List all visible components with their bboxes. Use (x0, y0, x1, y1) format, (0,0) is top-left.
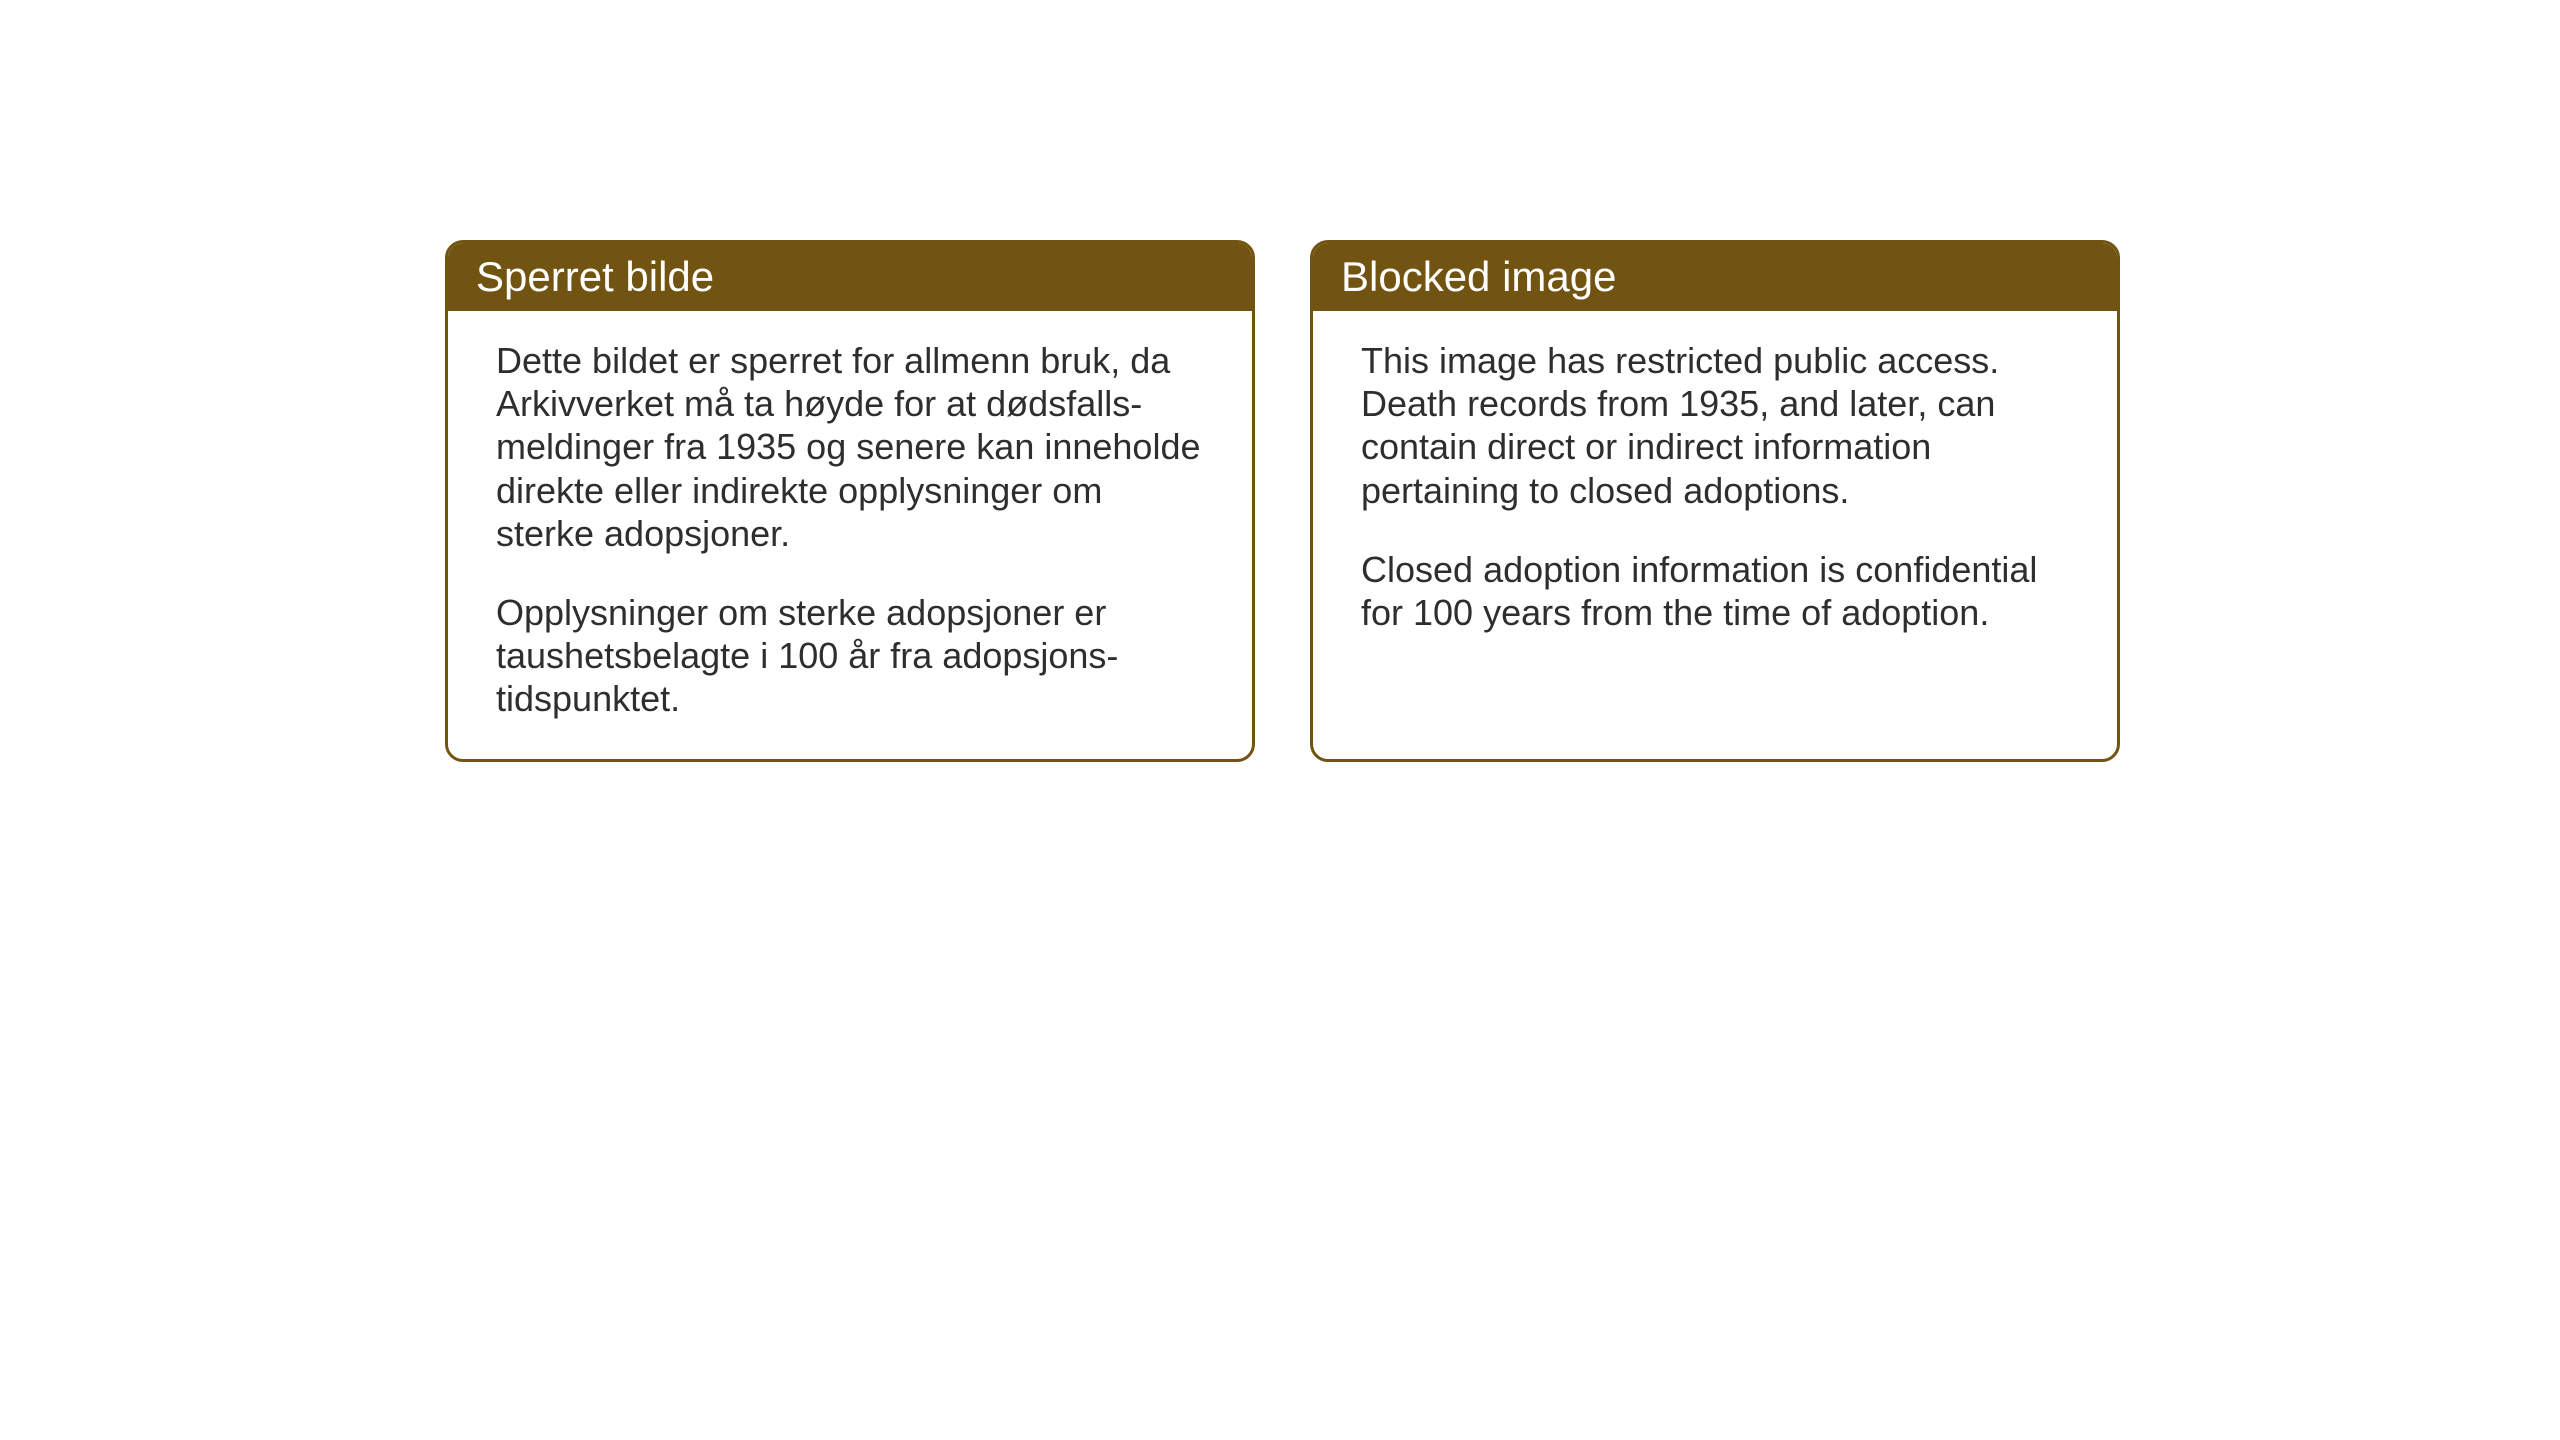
cards-container: Sperret bilde Dette bildet er sperret fo… (445, 240, 2120, 762)
card-english: Blocked image This image has restricted … (1310, 240, 2120, 762)
card-body-english: This image has restricted public access.… (1313, 311, 2117, 711)
card-title-norwegian: Sperret bilde (476, 253, 714, 300)
card-header-norwegian: Sperret bilde (448, 243, 1252, 311)
card-header-english: Blocked image (1313, 243, 2117, 311)
card-paragraph1-norwegian: Dette bildet er sperret for allmenn bruk… (496, 339, 1204, 555)
card-paragraph2-english: Closed adoption information is confident… (1361, 548, 2069, 634)
card-paragraph2-norwegian: Opplysninger om sterke adopsjoner er tau… (496, 591, 1204, 721)
card-title-english: Blocked image (1341, 253, 1616, 300)
card-norwegian: Sperret bilde Dette bildet er sperret fo… (445, 240, 1255, 762)
card-body-norwegian: Dette bildet er sperret for allmenn bruk… (448, 311, 1252, 759)
card-paragraph1-english: This image has restricted public access.… (1361, 339, 2069, 512)
